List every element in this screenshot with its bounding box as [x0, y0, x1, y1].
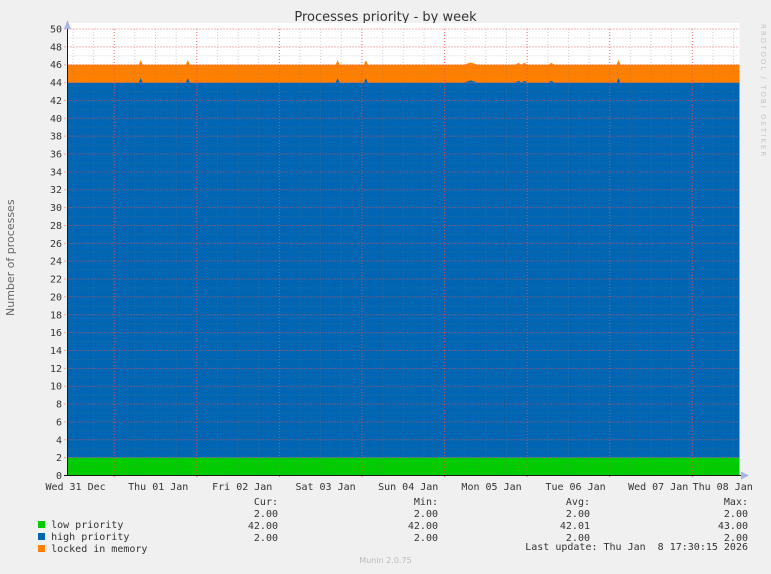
svg-text:38: 38: [50, 132, 62, 143]
svg-text:44: 44: [50, 78, 62, 89]
legend-value: 2.00: [253, 533, 278, 544]
legend-label: high priority: [51, 532, 130, 543]
legend-value: 2.00: [723, 533, 748, 544]
svg-text:30: 30: [50, 203, 62, 214]
svg-text:48: 48: [50, 42, 62, 53]
svg-text:12: 12: [50, 364, 62, 375]
legend-value: 43.00: [717, 521, 748, 532]
chart-plot: 0246810121416182022242628303234363840424…: [45, 20, 753, 494]
legend-col-max: Max:: [723, 497, 748, 508]
svg-text:8: 8: [56, 400, 62, 411]
svg-text:0: 0: [56, 471, 62, 482]
munin-version: Munin 2.0.75: [359, 556, 412, 565]
svg-text:4: 4: [56, 435, 62, 446]
legend-value: 42.01: [559, 521, 590, 532]
legend-row-high-priority: high priority: [14, 521, 129, 554]
svg-text:24: 24: [50, 257, 62, 268]
svg-text:50: 50: [50, 25, 62, 36]
svg-text:Thu 01 Jan: Thu 01 Jan: [128, 482, 188, 493]
legend-value: 2.00: [565, 533, 590, 544]
svg-text:Wed 31 Dec: Wed 31 Dec: [45, 482, 105, 493]
svg-text:26: 26: [50, 239, 62, 250]
svg-text:16: 16: [50, 328, 62, 339]
svg-text:36: 36: [50, 150, 62, 161]
legend-value: 2.00: [565, 509, 590, 520]
axes: [64, 20, 749, 480]
legend-col-cur: Cur:: [253, 497, 278, 508]
svg-text:Sat 03 Jan: Sat 03 Jan: [295, 482, 355, 493]
svg-text:42: 42: [50, 96, 62, 107]
legend-label: low priority: [51, 520, 124, 531]
legend-value: 42.00: [247, 521, 278, 532]
legend-col-min: Min:: [413, 497, 438, 508]
high-priority-swatch: [38, 533, 46, 540]
page-title: Processes priority - by week: [294, 10, 477, 25]
last-update: Last update: Thu Jan 8 17:30:15 2026: [525, 542, 748, 553]
svg-text:20: 20: [50, 292, 62, 303]
legend-row-locked-in-memory: locked in memory: [14, 533, 147, 566]
low-priority-swatch: [38, 521, 46, 528]
svg-text:Sun 04 Jan: Sun 04 Jan: [378, 482, 438, 493]
svg-text:32: 32: [50, 185, 62, 196]
rrdtool-watermark: RRDTOOL / TOBI OETIKER: [759, 24, 767, 159]
svg-text:Thu 08 Jan: Thu 08 Jan: [693, 482, 753, 493]
legend-value: 2.00: [723, 509, 748, 520]
svg-text:46: 46: [50, 60, 62, 71]
svg-text:28: 28: [50, 221, 62, 232]
svg-text:10: 10: [50, 382, 62, 393]
legend-row-low-priority: low priority: [14, 509, 123, 542]
svg-text:Tue 06 Jan: Tue 06 Jan: [545, 482, 605, 493]
svg-text:Fri 02 Jan: Fri 02 Jan: [212, 482, 272, 493]
svg-text:22: 22: [50, 275, 62, 286]
stacked-areas: [67, 60, 740, 476]
gridlines: [64, 28, 740, 479]
svg-text:34: 34: [50, 167, 62, 178]
svg-text:Mon 05 Jan: Mon 05 Jan: [461, 482, 521, 493]
svg-text:Wed 07 Jan: Wed 07 Jan: [628, 482, 688, 493]
legend-label: locked in memory: [51, 544, 148, 555]
svg-text:18: 18: [50, 310, 62, 321]
svg-text:40: 40: [50, 114, 62, 125]
legend-value: 2.00: [253, 509, 278, 520]
locked-in-memory-swatch: [38, 545, 46, 552]
legend-value: 2.00: [413, 533, 438, 544]
svg-text:2: 2: [56, 453, 62, 464]
svg-text:6: 6: [56, 417, 62, 428]
svg-text:14: 14: [50, 346, 62, 357]
legend-value: 2.00: [413, 509, 438, 520]
axis-tick-labels: 0246810121416182022242628303234363840424…: [45, 25, 752, 494]
legend-col-avg: Avg:: [565, 497, 590, 508]
legend-value: 42.00: [407, 521, 438, 532]
